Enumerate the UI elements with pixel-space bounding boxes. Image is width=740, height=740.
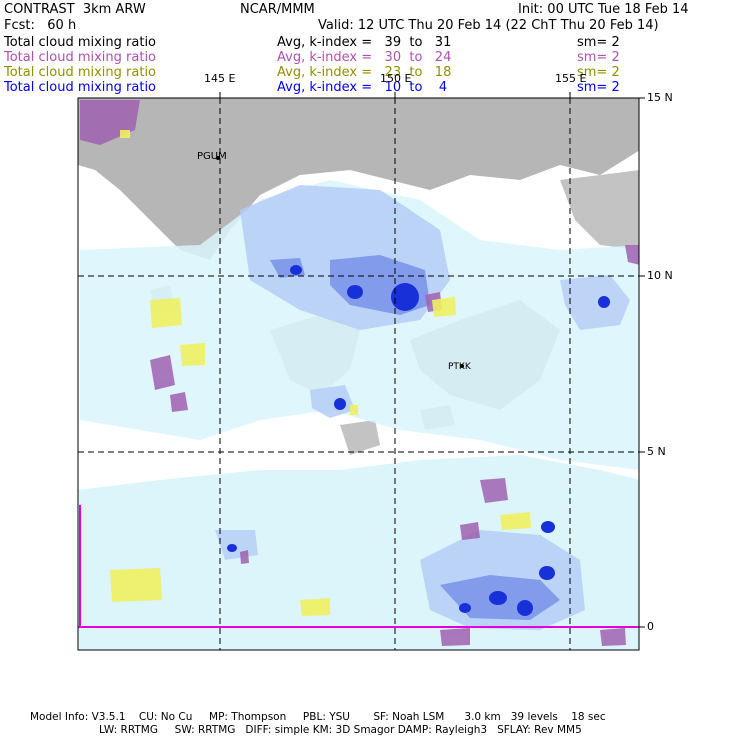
field-3-name: Total cloud mixing ratio [4,65,157,80]
field-2-stat: Avg, k-index = 30 to 24 [277,50,452,65]
field-4-sm: sm= 2 [577,80,620,95]
station-marker-ptkk [460,364,464,368]
field-2-name: Total cloud mixing ratio [4,50,157,65]
lat-label-15n: 15 N [647,91,673,104]
center-label: NCAR/MMM [240,2,315,17]
field-3-stat: Avg, k-index = 23 to 18 [277,65,452,80]
station-pgum: PGUM [197,151,227,162]
lat-label-0: 0 [647,620,654,633]
deep-blue-cores [227,265,610,616]
purple-cloud [80,100,639,646]
yellow-cloud [110,130,531,616]
map-frame [77,97,640,651]
field-4-name: Total cloud mixing ratio [4,80,157,95]
map-fields [78,98,639,650]
field-1-name: Total cloud mixing ratio [4,35,157,50]
footer-model-info: Model Info: V3.5.1 CU: No Cu MP: Thompso… [30,711,606,723]
model-title: CONTRAST 3km ARW [4,2,146,17]
forecast-hour: Fcst: 60 h [4,18,77,33]
valid-time: Valid: 12 UTC Thu 20 Feb 14 (22 ChT Thu … [318,18,659,33]
lat-label-10n: 10 N [647,269,673,282]
field-1-sm: sm= 2 [577,35,620,50]
lon-label-150e: 150 E [380,72,412,85]
lon-label-155e: 155 E [555,72,587,85]
axis-ticks [219,92,645,628]
lat-lon-grid [78,98,639,650]
footer-physics-info: LW: RRTMG SW: RRTMG DIFF: simple KM: 3D … [99,724,582,736]
field-4-stat: Avg, k-index = 10 to 4 [277,80,448,95]
lon-label-145e: 145 E [204,72,236,85]
field-3-sm: sm= 2 [577,65,620,80]
station-ptkk: PTKK [448,362,471,372]
field-2-sm: sm= 2 [577,50,620,65]
init-time: Init: 00 UTC Tue 18 Feb 14 [518,2,689,17]
lat-label-5n: 5 N [647,445,666,458]
field-1-stat: Avg, k-index = 39 to 31 [277,35,452,50]
station-marker-pgum [216,156,220,160]
